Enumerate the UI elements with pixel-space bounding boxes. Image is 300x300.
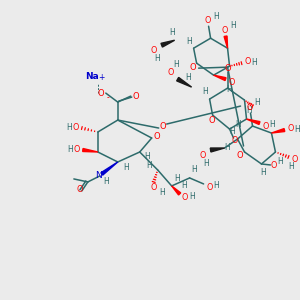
Text: O: O xyxy=(151,183,157,192)
Text: O: O xyxy=(206,183,213,192)
Text: H: H xyxy=(278,158,283,166)
Text: O: O xyxy=(204,16,211,25)
Text: +: + xyxy=(99,73,105,82)
Polygon shape xyxy=(247,119,260,124)
Text: O: O xyxy=(244,57,251,66)
Polygon shape xyxy=(272,129,285,133)
Polygon shape xyxy=(82,148,98,152)
Text: H: H xyxy=(214,182,220,190)
Text: O: O xyxy=(208,116,215,124)
Text: H: H xyxy=(169,28,175,37)
Text: O: O xyxy=(182,194,188,202)
Text: H: H xyxy=(214,12,220,21)
Text: O: O xyxy=(153,131,160,140)
Text: O: O xyxy=(228,78,235,87)
Text: H: H xyxy=(66,122,72,131)
Text: H: H xyxy=(227,85,233,94)
Text: H: H xyxy=(185,73,191,82)
Polygon shape xyxy=(224,36,228,48)
Text: O: O xyxy=(159,122,166,130)
Text: O: O xyxy=(189,63,196,72)
Polygon shape xyxy=(172,186,181,195)
Text: H: H xyxy=(192,166,197,175)
Text: H: H xyxy=(154,54,160,63)
Text: H: H xyxy=(144,152,150,161)
Text: H: H xyxy=(146,161,152,170)
Polygon shape xyxy=(210,148,225,152)
Text: O: O xyxy=(77,185,83,194)
Text: H: H xyxy=(204,160,209,169)
Text: H: H xyxy=(261,169,266,178)
Text: H: H xyxy=(67,145,73,154)
Text: O: O xyxy=(231,136,238,145)
Text: Na: Na xyxy=(85,72,99,81)
Polygon shape xyxy=(161,40,175,47)
Text: H: H xyxy=(189,192,194,201)
Text: H: H xyxy=(236,120,242,129)
Text: O: O xyxy=(98,88,104,98)
Text: O: O xyxy=(270,161,277,170)
Text: O: O xyxy=(132,92,139,100)
Polygon shape xyxy=(214,75,226,81)
Text: O: O xyxy=(287,124,294,133)
Text: H: H xyxy=(173,60,178,69)
Text: H: H xyxy=(231,21,236,30)
Text: O: O xyxy=(224,64,231,73)
Text: H: H xyxy=(203,87,208,96)
Text: H: H xyxy=(159,188,165,197)
Text: H: H xyxy=(230,127,236,136)
Text: O: O xyxy=(221,26,228,35)
Text: -: - xyxy=(106,94,109,103)
Text: H: H xyxy=(295,124,300,134)
Polygon shape xyxy=(177,77,192,87)
Text: H: H xyxy=(289,163,294,172)
Text: O: O xyxy=(200,152,206,160)
Polygon shape xyxy=(101,162,118,175)
Text: H: H xyxy=(103,177,109,186)
Text: H: H xyxy=(270,120,275,129)
Text: H: H xyxy=(174,174,179,183)
Text: O: O xyxy=(291,155,298,164)
Text: H: H xyxy=(123,164,129,172)
Text: O: O xyxy=(236,152,243,160)
Text: H: H xyxy=(225,142,230,152)
Text: O: O xyxy=(167,68,174,77)
Text: H: H xyxy=(247,106,252,115)
Text: H: H xyxy=(181,182,187,190)
Text: O: O xyxy=(151,46,157,55)
Text: O: O xyxy=(74,145,80,154)
Text: N: N xyxy=(95,171,102,180)
Text: H: H xyxy=(255,98,260,106)
Text: H: H xyxy=(186,37,191,46)
Text: O: O xyxy=(73,122,79,131)
Text: H: H xyxy=(252,58,257,67)
Text: O: O xyxy=(246,103,253,112)
Text: O: O xyxy=(262,122,269,130)
